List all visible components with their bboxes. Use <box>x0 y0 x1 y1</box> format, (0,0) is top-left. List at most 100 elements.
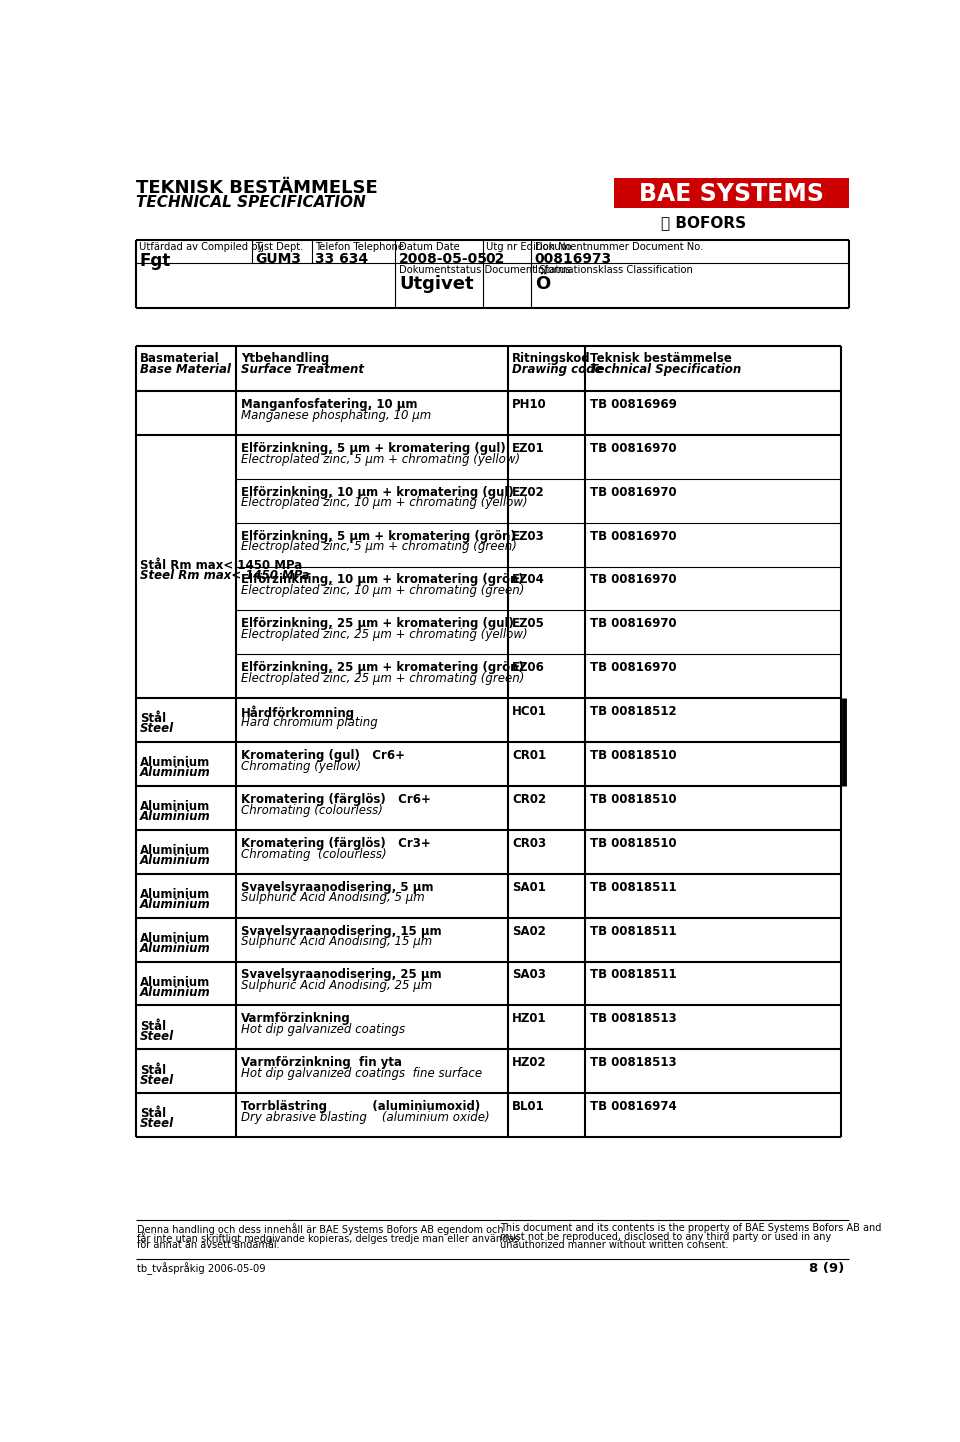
Text: TB 00818510: TB 00818510 <box>589 793 676 806</box>
Text: Electroplated zinc, 25 µm + chromating (green): Electroplated zinc, 25 µm + chromating (… <box>241 672 524 685</box>
Text: Svavelsyraanodisering, 5 µm: Svavelsyraanodisering, 5 µm <box>241 881 433 894</box>
Bar <box>614 177 849 209</box>
Text: tb_tvåspråkig 2006-05-09: tb_tvåspråkig 2006-05-09 <box>137 1262 266 1275</box>
Text: Basmaterial: Basmaterial <box>140 352 220 365</box>
Text: EZ04: EZ04 <box>512 574 545 587</box>
Text: Ö: Ö <box>535 275 550 294</box>
Text: Technical Specification: Technical Specification <box>589 363 741 376</box>
Text: SA02: SA02 <box>512 924 546 937</box>
Text: Aluminium: Aluminium <box>140 976 210 989</box>
Text: TB 00818513: TB 00818513 <box>589 1056 676 1069</box>
Text: Tjst Dept.: Tjst Dept. <box>254 242 303 252</box>
Text: HZ02: HZ02 <box>512 1056 547 1069</box>
Text: SA03: SA03 <box>512 969 546 982</box>
Text: Dokumentstatus Document Status: Dokumentstatus Document Status <box>399 265 571 275</box>
Text: EZ06: EZ06 <box>512 662 545 675</box>
Text: Dry abrasive blasting    (aluminium oxide): Dry abrasive blasting (aluminium oxide) <box>241 1110 490 1123</box>
Text: Steel: Steel <box>140 722 175 735</box>
Text: Manganfosfatering, 10 µm: Manganfosfatering, 10 µm <box>241 398 418 411</box>
Text: Stål: Stål <box>140 1064 166 1077</box>
Text: Stål: Stål <box>140 712 166 725</box>
Text: Ytbehandling: Ytbehandling <box>241 352 329 365</box>
Text: Hot dip galvanized coatings  fine surface: Hot dip galvanized coatings fine surface <box>241 1067 482 1080</box>
Text: Utg nr Edition No.: Utg nr Edition No. <box>486 242 574 252</box>
Text: Aluminium: Aluminium <box>140 932 210 945</box>
Text: Elförzinkning, 5 µm + kromatering (grön): Elförzinkning, 5 µm + kromatering (grön) <box>241 529 516 542</box>
Text: Svavelsyraanodisering, 15 µm: Svavelsyraanodisering, 15 µm <box>241 924 442 937</box>
Text: 2008-05-05: 2008-05-05 <box>399 252 488 267</box>
Text: Aluminium: Aluminium <box>140 800 210 813</box>
Text: Aluminium: Aluminium <box>140 844 210 857</box>
Text: HZ01: HZ01 <box>512 1012 547 1025</box>
Text: EZ03: EZ03 <box>512 529 545 542</box>
Text: must not be reproduced, disclosed to any third party or used in any: must not be reproduced, disclosed to any… <box>500 1231 831 1242</box>
Text: 8 (9): 8 (9) <box>809 1262 845 1275</box>
Text: Electroplated zinc, 5 µm + chromating (green): Electroplated zinc, 5 µm + chromating (g… <box>241 541 516 554</box>
Text: Electroplated zinc, 25 µm + chromating (yellow): Electroplated zinc, 25 µm + chromating (… <box>241 629 528 642</box>
Text: Kromatering (gul)   Cr6+: Kromatering (gul) Cr6+ <box>241 748 405 761</box>
Text: Aluminium: Aluminium <box>140 942 211 955</box>
Text: Denna handling och dess innehåll är BAE Systems Bofors AB egendom och: Denna handling och dess innehåll är BAE … <box>137 1223 504 1236</box>
Text: Kromatering (färglös)   Cr6+: Kromatering (färglös) Cr6+ <box>241 793 431 806</box>
Text: Sulphuric Acid Anodising, 25 µm: Sulphuric Acid Anodising, 25 µm <box>241 979 432 992</box>
Text: TB 00816970: TB 00816970 <box>589 617 676 630</box>
Text: Sulphuric Acid Anodising, 15 µm: Sulphuric Acid Anodising, 15 µm <box>241 936 432 949</box>
Text: Electroplated zinc, 5 µm + chromating (yellow): Electroplated zinc, 5 µm + chromating (y… <box>241 453 520 466</box>
Text: SA01: SA01 <box>512 881 546 894</box>
Text: Aluminium: Aluminium <box>140 756 210 770</box>
Text: 02: 02 <box>486 252 505 267</box>
Text: Drawing code: Drawing code <box>512 363 603 376</box>
Text: Informationsklass Classification: Informationsklass Classification <box>535 265 692 275</box>
Text: Telefon Telephone: Telefon Telephone <box>315 242 404 252</box>
Text: Elförzinkning, 25 µm + kromatering (grön): Elförzinkning, 25 µm + kromatering (grön… <box>241 662 524 675</box>
Text: Kromatering (färglös)   Cr3+: Kromatering (färglös) Cr3+ <box>241 836 431 849</box>
Text: TEKNISK BESTÄMMELSE: TEKNISK BESTÄMMELSE <box>135 179 377 198</box>
Text: GUM3: GUM3 <box>254 252 300 267</box>
Text: Fgt: Fgt <box>139 252 171 270</box>
Text: Electroplated zinc, 10 µm + chromating (green): Electroplated zinc, 10 µm + chromating (… <box>241 584 524 597</box>
Text: TB 00818512: TB 00818512 <box>589 705 676 718</box>
Text: PH10: PH10 <box>512 398 547 411</box>
Text: för annat än avsett ändamål.: för annat än avsett ändamål. <box>137 1240 279 1250</box>
Text: TECHNICAL SPECIFICATION: TECHNICAL SPECIFICATION <box>135 195 365 211</box>
Text: TB 00816974: TB 00816974 <box>589 1100 677 1113</box>
Text: Stål: Stål <box>140 1107 166 1120</box>
Text: Svavelsyraanodisering, 25 µm: Svavelsyraanodisering, 25 µm <box>241 969 442 982</box>
Text: Hot dip galvanized coatings: Hot dip galvanized coatings <box>241 1024 405 1037</box>
Text: Steel: Steel <box>140 1030 175 1043</box>
Text: Elförzinkning, 10 µm + kromatering (gul): Elförzinkning, 10 µm + kromatering (gul) <box>241 486 514 499</box>
Text: Steel Rm max< 1450 MPa: Steel Rm max< 1450 MPa <box>140 568 310 581</box>
Text: CR02: CR02 <box>512 793 546 806</box>
Text: 33 634: 33 634 <box>315 252 369 267</box>
Text: Teknisk bestämmelse: Teknisk bestämmelse <box>589 352 732 365</box>
Text: ➕ BOFORS: ➕ BOFORS <box>660 215 746 231</box>
Text: Dokumentnummer Document No.: Dokumentnummer Document No. <box>535 242 703 252</box>
Text: TB 00818510: TB 00818510 <box>589 836 676 849</box>
Text: CR01: CR01 <box>512 748 546 761</box>
Text: TB 00816969: TB 00816969 <box>589 398 677 411</box>
Text: Aluminium: Aluminium <box>140 986 211 999</box>
Text: Steel: Steel <box>140 1118 175 1131</box>
Text: Aluminium: Aluminium <box>140 898 211 911</box>
Text: TB 00816970: TB 00816970 <box>589 441 676 454</box>
Text: Hårdförkromning: Hårdförkromning <box>241 705 355 720</box>
Text: får inte utan skriftligt medgivande kopieras, delges tredje man eller användas: får inte utan skriftligt medgivande kopi… <box>137 1231 519 1243</box>
Text: Elförzinkning, 5 µm + kromatering (gul): Elförzinkning, 5 µm + kromatering (gul) <box>241 441 506 454</box>
Text: Stål: Stål <box>140 1019 166 1032</box>
Text: Steel: Steel <box>140 1073 175 1087</box>
Text: TB 00816970: TB 00816970 <box>589 529 676 542</box>
Text: Elförzinkning, 25 µm + kromatering (gul): Elförzinkning, 25 µm + kromatering (gul) <box>241 617 514 630</box>
Text: Base Material: Base Material <box>140 363 231 376</box>
Text: Utgivet: Utgivet <box>399 275 473 294</box>
Text: TB 00816970: TB 00816970 <box>589 662 676 675</box>
Text: BL01: BL01 <box>512 1100 545 1113</box>
Text: Electroplated zinc, 10 µm + chromating (yellow): Electroplated zinc, 10 µm + chromating (… <box>241 496 528 509</box>
Text: EZ02: EZ02 <box>512 486 545 499</box>
Text: Datum Date: Datum Date <box>399 242 460 252</box>
Text: HC01: HC01 <box>512 705 547 718</box>
Text: Stål Rm max< 1450 MPa: Stål Rm max< 1450 MPa <box>140 559 302 572</box>
Text: TB 00818510: TB 00818510 <box>589 748 676 761</box>
Text: Torrblästring           (aluminiumoxid): Torrblästring (aluminiumoxid) <box>241 1100 480 1113</box>
Text: Chromating (yellow): Chromating (yellow) <box>241 760 361 773</box>
Text: Aluminium: Aluminium <box>140 854 211 867</box>
